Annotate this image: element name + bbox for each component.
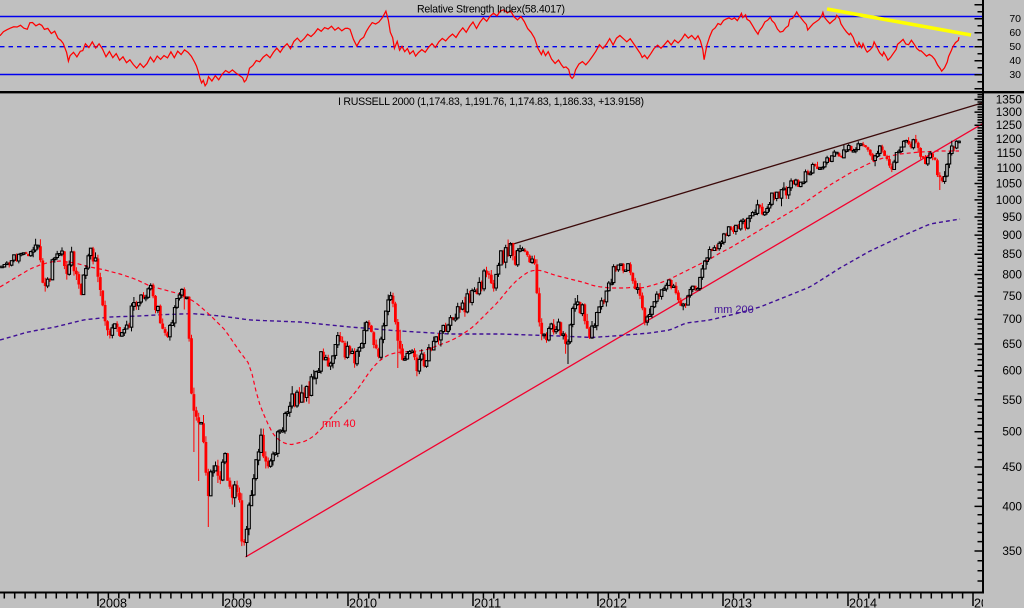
svg-text:I RUSSELL 2000 (1,174.83, 1,19: I RUSSELL 2000 (1,174.83, 1,191.76, 1,17… xyxy=(338,96,644,108)
svg-text:450: 450 xyxy=(1002,460,1022,474)
svg-text:mm 40: mm 40 xyxy=(322,418,356,430)
svg-text:60: 60 xyxy=(1009,27,1021,39)
svg-text:500: 500 xyxy=(1002,425,1022,439)
svg-text:750: 750 xyxy=(1002,289,1022,303)
svg-text:2012: 2012 xyxy=(599,597,627,608)
svg-text:1000: 1000 xyxy=(996,193,1023,207)
svg-text:1100: 1100 xyxy=(997,161,1023,175)
svg-text:650: 650 xyxy=(1002,337,1022,351)
svg-text:850: 850 xyxy=(1002,247,1022,261)
svg-text:1050: 1050 xyxy=(996,177,1023,191)
svg-text:mm 200: mm 200 xyxy=(714,304,754,316)
svg-text:2013: 2013 xyxy=(724,597,752,608)
svg-text:30: 30 xyxy=(1009,69,1021,81)
svg-text:50: 50 xyxy=(1009,41,1021,53)
svg-text:900: 900 xyxy=(1002,228,1022,242)
svg-text:950: 950 xyxy=(1002,210,1022,224)
svg-text:700: 700 xyxy=(1002,312,1022,326)
svg-text:70: 70 xyxy=(1009,13,1021,25)
svg-text:1200: 1200 xyxy=(996,132,1023,146)
svg-text:2009: 2009 xyxy=(224,597,252,608)
svg-text:Relative Strength Index(58.401: Relative Strength Index(58.4017) xyxy=(417,4,565,16)
svg-text:400: 400 xyxy=(1002,499,1022,513)
svg-text:550: 550 xyxy=(1002,393,1022,407)
svg-text:40: 40 xyxy=(1009,55,1021,67)
svg-text:800: 800 xyxy=(1002,268,1022,282)
svg-text:2008: 2008 xyxy=(99,597,127,608)
svg-text:2011: 2011 xyxy=(474,597,501,608)
svg-text:1350: 1350 xyxy=(996,93,1023,107)
svg-text:2014: 2014 xyxy=(849,597,877,608)
svg-text:1300: 1300 xyxy=(996,105,1023,119)
svg-text:350: 350 xyxy=(1002,544,1022,558)
svg-text:600: 600 xyxy=(1002,364,1022,378)
svg-text:1150: 1150 xyxy=(997,146,1023,160)
svg-text:1250: 1250 xyxy=(996,118,1023,132)
svg-text:2010: 2010 xyxy=(349,597,377,608)
svg-text:2015: 2015 xyxy=(974,597,1002,608)
